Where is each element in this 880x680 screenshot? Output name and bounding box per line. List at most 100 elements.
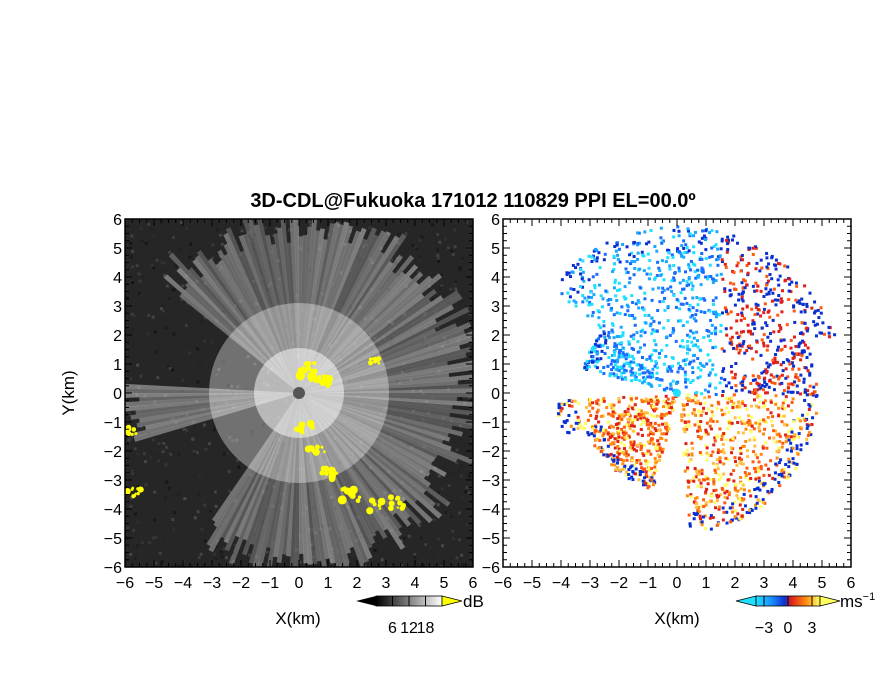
velocity-cell <box>726 312 730 316</box>
velocity-cell <box>604 289 608 293</box>
velocity-cell <box>595 410 599 414</box>
velocity-cell <box>710 254 714 258</box>
velocity-cell <box>708 309 712 313</box>
velocity-cell <box>626 453 630 457</box>
noise-cell <box>160 560 164 564</box>
x-tick-label: −3 <box>581 575 599 592</box>
velocity-cell <box>765 274 769 278</box>
velocity-cell <box>725 406 729 410</box>
velocity-cell <box>694 475 698 479</box>
noise-cell <box>436 503 440 507</box>
noise-cell <box>420 235 424 239</box>
noise-cell <box>237 465 241 469</box>
velocity-cell <box>622 447 626 451</box>
velocity-cell <box>739 476 743 480</box>
velocity-cell <box>709 318 713 322</box>
velocity-cell <box>596 447 600 451</box>
velocity-cell <box>611 323 615 327</box>
velocity-cell <box>567 413 571 417</box>
velocity-cell <box>649 452 653 456</box>
noise-cell <box>455 556 459 560</box>
velocity-cell <box>586 314 590 318</box>
velocity-cell <box>766 365 770 369</box>
velocity-cell <box>601 434 605 438</box>
velocity-cell <box>610 404 614 408</box>
velocity-cell <box>802 321 806 325</box>
velocity-cell <box>576 415 580 419</box>
velocity-cell <box>762 401 766 405</box>
saturated-return <box>316 376 322 382</box>
velocity-cell <box>611 322 615 326</box>
velocity-cell <box>774 429 778 433</box>
velocity-cell <box>691 366 695 370</box>
velocity-cell <box>684 377 688 381</box>
velocity-cell <box>597 445 601 449</box>
noise-cell <box>222 360 226 364</box>
velocity-cell <box>711 303 715 307</box>
velocity-cell <box>755 381 759 385</box>
velocity-cell <box>691 296 695 300</box>
velocity-cell <box>624 297 628 301</box>
velocity-cell <box>705 451 709 455</box>
velocity-cell <box>670 369 674 373</box>
velocity-cell <box>693 270 697 274</box>
velocity-cell <box>617 431 621 435</box>
x-tick-label: 3 <box>760 575 769 592</box>
velocity-cell <box>643 330 647 334</box>
noise-cell <box>193 516 197 520</box>
noise-cell <box>447 246 451 250</box>
velocity-cell <box>751 378 755 382</box>
velocity-cell <box>764 391 768 395</box>
velocity-cell <box>724 327 728 331</box>
velocity-cell <box>749 476 753 480</box>
saturated-return <box>378 500 383 505</box>
velocity-cell <box>721 394 725 398</box>
velocity-cell <box>769 288 773 292</box>
velocity-cell <box>769 400 773 404</box>
noise-cell <box>451 424 455 428</box>
velocity-cell <box>637 231 641 235</box>
velocity-cell <box>627 281 631 285</box>
velocity-cell <box>745 407 749 411</box>
velocity-cell <box>790 280 794 284</box>
velocity-cell <box>785 423 789 427</box>
noise-cell <box>220 242 224 246</box>
velocity-cell <box>777 446 781 450</box>
velocity-cell <box>659 236 663 240</box>
velocity-cell <box>666 397 670 401</box>
velocity-cell <box>667 427 671 431</box>
noise-cell <box>168 559 172 563</box>
velocity-cell <box>711 516 715 520</box>
noise-cell <box>131 280 135 284</box>
velocity-cell <box>580 277 584 281</box>
velocity-cell <box>640 445 644 449</box>
velocity-cell <box>790 461 794 465</box>
velocity-cell <box>710 323 714 327</box>
velocity-cell <box>727 397 731 401</box>
velocity-cell <box>604 338 608 342</box>
velocity-cell <box>717 313 721 317</box>
velocity-cell <box>697 509 701 513</box>
intensity-ray <box>299 393 433 524</box>
saturated-return <box>342 486 347 491</box>
velocity-cell <box>758 429 762 433</box>
noise-cell <box>152 265 156 269</box>
velocity-cell <box>616 458 620 462</box>
velocity-cell <box>614 367 618 371</box>
velocity-cell <box>697 425 701 429</box>
velocity-cell <box>770 299 774 303</box>
velocity-cell <box>588 403 592 407</box>
velocity-cell <box>656 439 660 443</box>
velocity-cell <box>803 343 807 347</box>
velocity-cell <box>735 319 739 323</box>
velocity-cell <box>696 357 700 361</box>
saturated-return <box>304 445 312 453</box>
velocity-cell <box>721 518 725 522</box>
noise-cell <box>200 319 204 323</box>
velocity-cell <box>758 488 762 492</box>
velocity-cell <box>786 476 790 480</box>
velocity-cell <box>720 239 724 243</box>
velocity-cell <box>623 464 627 468</box>
y-tick-label: −5 <box>104 531 122 548</box>
velocity-cell <box>633 463 637 467</box>
